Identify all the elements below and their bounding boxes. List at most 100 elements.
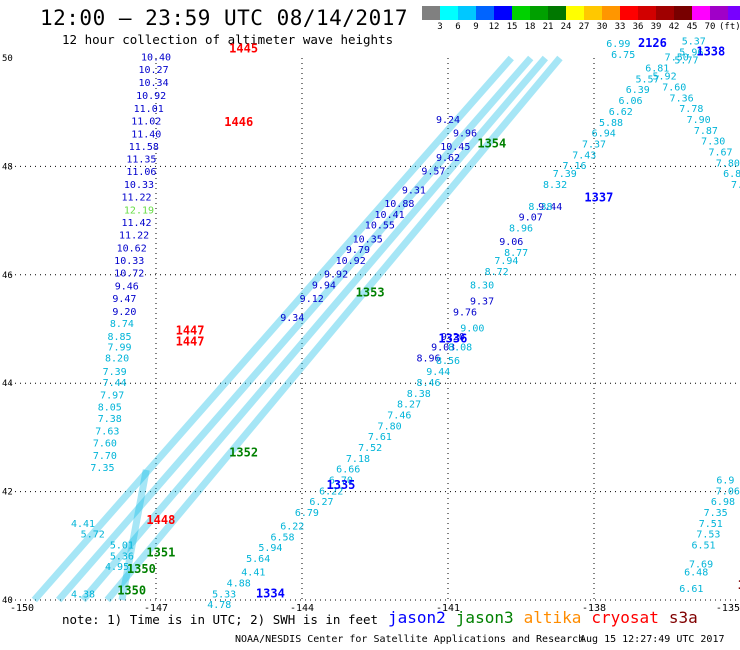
pass-id-label: 1338 — [696, 44, 725, 58]
wave-height-value: 4.41 — [71, 519, 95, 530]
wave-height-value: 11.22 — [121, 193, 151, 204]
pass-id-label: 1446 — [224, 115, 253, 129]
wave-height-value: 9.76 — [453, 307, 477, 318]
wave-height-value: 7.38 — [98, 414, 122, 425]
pass-id-label: 1350 — [127, 562, 156, 576]
map-grid — [10, 58, 740, 601]
legend-swatch — [566, 6, 584, 20]
legend-swatch — [674, 6, 692, 20]
pass-id-label: 1334 — [256, 586, 285, 600]
wave-height-value: 9.20 — [112, 307, 136, 318]
pass-id-label: 1335 — [326, 478, 355, 492]
wave-height-value: 10.92 — [336, 256, 366, 267]
satellite-legend-entry: cryosat — [591, 608, 659, 627]
legend-label: 9 — [473, 22, 479, 32]
wave-height-value: 7.60 — [93, 439, 117, 450]
wave-height-value: 7.80 — [716, 158, 740, 169]
wave-height-value: 11.40 — [131, 130, 161, 141]
wave-height-value: 11.06 — [126, 167, 156, 178]
wave-height-value: 5.92 — [653, 72, 677, 83]
pass-id-label: 1337 — [584, 191, 613, 205]
wave-height-value: 9.94 — [312, 280, 336, 291]
wave-height-value: 5.64 — [246, 554, 270, 565]
legend-swatch — [728, 6, 740, 20]
wave-height-value: 5.72 — [81, 530, 105, 541]
wave-height-value: 11.58 — [129, 142, 159, 153]
wave-height-value: 9.44 — [538, 202, 562, 213]
pass-id-label: 1447 — [176, 334, 205, 348]
wave-height-value: 10.88 — [384, 199, 414, 210]
wave-height-value: 7.43 — [572, 150, 596, 161]
legend-swatch — [494, 6, 512, 20]
pass-id-label: 1351 — [146, 546, 175, 560]
wave-height-value: 10.45 — [440, 142, 470, 153]
wave-height-value: 7.30 — [701, 137, 725, 148]
wave-height-value: 5.94 — [258, 543, 282, 554]
wave-height-value: 7.36 — [670, 93, 694, 104]
legend-label: 70 — [704, 22, 716, 32]
legend-swatch — [440, 6, 458, 20]
wave-height-value: 7.37 — [582, 139, 606, 150]
pass-id-label: 1447 — [176, 323, 205, 337]
wave-height-value: 4.41 — [241, 568, 265, 579]
wave-height-value: 4.88 — [227, 578, 251, 589]
wave-height-value: 6.79 — [295, 508, 319, 519]
wave-height-value: 7.90 — [687, 115, 711, 126]
pass-id-label: 1353 — [356, 285, 385, 299]
wave-height-value: 10.35 — [353, 234, 383, 245]
wave-height-value: 5.57 — [635, 74, 659, 85]
wave-height-value: 8.05 — [98, 402, 122, 413]
legend-label: 27 — [578, 22, 590, 32]
wave-height-value: 5.37 — [682, 36, 706, 47]
wave-height-value: 6.39 — [626, 85, 650, 96]
wave-height-value: 4.38 — [71, 589, 95, 600]
y-tick-label: 48 — [2, 162, 13, 172]
wave-height-value: 9.44 — [426, 367, 450, 378]
wave-height-value: 7.06 — [716, 486, 740, 497]
legend-label: 39 — [650, 22, 662, 32]
wave-height-value: 7.39 — [103, 367, 127, 378]
wave-height-value: 6.66 — [336, 465, 360, 476]
wave-height-value: 6.99 — [606, 39, 630, 50]
legend-swatch — [422, 6, 440, 20]
pass-id-label: 1352 — [229, 445, 258, 459]
legend-label: 15 — [506, 22, 518, 32]
legend-swatch — [530, 6, 548, 20]
wave-height-value: 9.20 — [441, 332, 465, 343]
wave-height-value: 6.9 — [716, 475, 734, 486]
y-tick-label: 42 — [2, 488, 13, 498]
legend-label: 12 — [488, 22, 500, 32]
swath-track — [56, 55, 534, 603]
wave-height-value: 5.33 — [212, 589, 236, 600]
wave-height-value: 5.01 — [110, 541, 134, 552]
satellite-legend: jason2 jason3 altika cryosat s3a — [388, 608, 708, 627]
wave-height-value: 7.18 — [346, 454, 370, 465]
x-tick-label: -135 — [716, 603, 740, 614]
legend-label: 24 — [560, 22, 572, 32]
wave-height-value: 7.80 — [378, 421, 402, 432]
legend-label: 42 — [668, 22, 680, 32]
wave-height-value: 5.36 — [110, 551, 134, 562]
wave-height-value: 6.22 — [280, 522, 304, 533]
wave-height-highlight: 12.19 — [124, 206, 154, 217]
map-title: 12:00 — 23:59 UTC 08/14/2017 — [40, 6, 409, 30]
x-tick-label: -141 — [436, 603, 460, 614]
x-tick-label: -144 — [290, 603, 314, 614]
wave-height-value: 10.92 — [136, 91, 166, 102]
swath-track — [104, 55, 563, 603]
color-legend — [422, 6, 740, 20]
wave-height-value: 11.35 — [126, 155, 156, 166]
wave-height-value: 9.47 — [112, 294, 136, 305]
wave-height-value: 9.37 — [470, 297, 494, 308]
pass-id-label: 1354 — [477, 136, 506, 150]
wave-height-value: 7.78 — [679, 104, 703, 115]
wave-height-value: 7.39 — [553, 169, 577, 180]
wave-height-value: 6.62 — [609, 107, 633, 118]
legend-swatch — [458, 6, 476, 20]
legend-swatch — [620, 6, 638, 20]
wave-height-value: 7.67 — [708, 148, 732, 159]
wave-height-value: 7.51 — [699, 519, 723, 530]
wave-height-value: 6.58 — [270, 532, 294, 543]
wave-height-value: 10.55 — [365, 221, 395, 232]
wave-height-value: 8.30 — [470, 280, 494, 291]
